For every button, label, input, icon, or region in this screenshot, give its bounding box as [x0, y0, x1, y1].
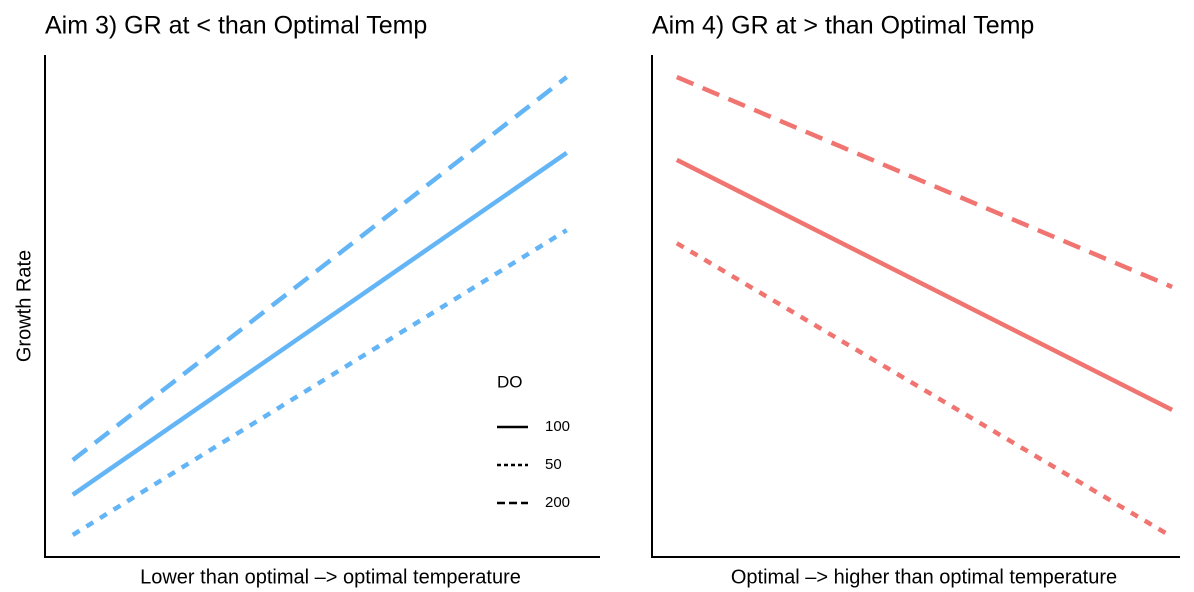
series-line: [71, 151, 568, 497]
x-axis-label: Lower than optimal –> optimal temperatur…: [140, 566, 521, 588]
x-axis-label: Optimal –> higher than optimal temperatu…: [731, 566, 1117, 588]
y-axis-label: Growth Rate: [13, 250, 35, 362]
legend-label: 200: [545, 494, 570, 511]
series-line: [71, 228, 568, 537]
series-line: [675, 157, 1174, 412]
series-line: [71, 75, 569, 462]
legend-title: DO: [497, 372, 523, 391]
chart-title: Aim 3) GR at < than Optimal Temp: [45, 12, 427, 40]
legend-label: 50: [545, 456, 562, 473]
chart-title: Aim 4) GR at > than Optimal Temp: [652, 12, 1034, 40]
series-line: [675, 75, 1173, 289]
legend-label: 100: [545, 418, 570, 435]
